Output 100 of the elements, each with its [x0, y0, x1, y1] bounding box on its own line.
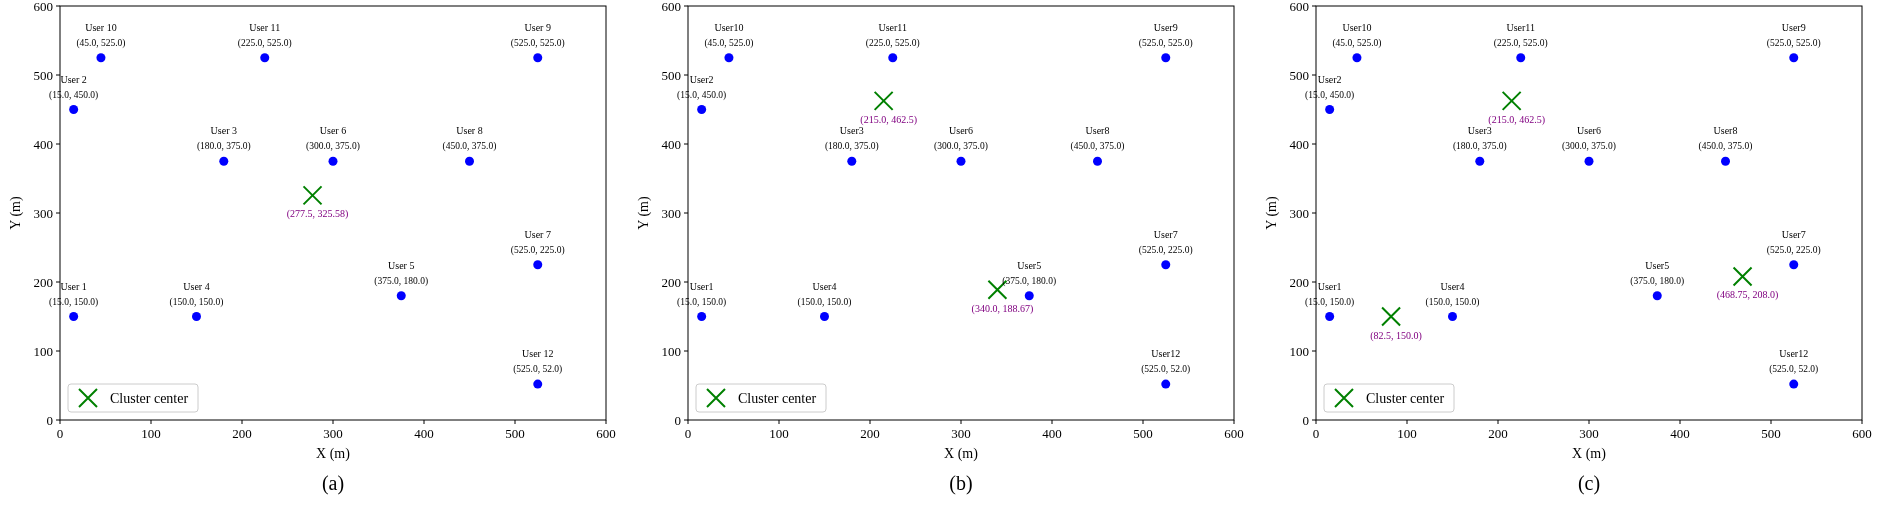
annotation: User12: [1779, 348, 1809, 360]
x-tick-label: 600: [596, 426, 616, 441]
annotation: User2: [1317, 73, 1342, 85]
point: [873, 90, 894, 111]
annotation: (45.0, 525.0): [704, 37, 754, 49]
y-tick-label: 100: [661, 343, 681, 359]
x-tick-label: 300: [1579, 426, 1599, 441]
legend-label: Cluster center: [110, 391, 189, 406]
y-axis-title: Y (m): [8, 196, 24, 230]
y-tick-label: 400: [661, 136, 681, 152]
y-tick-label: 500: [33, 67, 53, 83]
point: [328, 156, 338, 166]
x-tick-label: 100: [141, 426, 161, 441]
annotation: (45.0, 525.0): [76, 37, 126, 49]
annotation: (215.0, 462.5): [1488, 113, 1545, 126]
y-tick-label: 600: [33, 0, 53, 14]
x-tick-label: 400: [414, 426, 434, 441]
y-tick-label: 200: [33, 274, 53, 290]
text: (c): [1577, 472, 1601, 495]
x-tick-label: 500: [505, 426, 525, 441]
point: [888, 53, 898, 63]
point: [1161, 260, 1171, 270]
annotation: User4: [812, 280, 837, 292]
point: [1161, 379, 1171, 389]
x-tick-label: 500: [1761, 426, 1781, 441]
annotation: (300.0, 375.0): [934, 141, 988, 153]
y-axis-title: Y (m): [636, 196, 652, 230]
annotation: (375.0, 180.0): [1630, 275, 1685, 287]
annotation: (225.0, 525.0): [237, 37, 292, 49]
point: [1732, 266, 1753, 287]
y-tick-label: 400: [33, 136, 53, 152]
annotation: (15.0, 150.0): [1305, 296, 1355, 308]
x-tick-label: 100: [1397, 426, 1417, 441]
annotation: User8: [1085, 125, 1110, 137]
annotation: User 2: [60, 73, 87, 85]
point: [302, 185, 323, 206]
annotation: (150.0, 150.0): [1425, 296, 1480, 308]
y-tick-label: 100: [1289, 343, 1309, 359]
annotation: User2: [689, 73, 714, 85]
point: [1789, 53, 1799, 63]
annotation: User6: [1577, 125, 1601, 137]
annotation: (45.0, 525.0): [1332, 37, 1382, 49]
annotation: User 5: [388, 259, 415, 271]
y-tick-label: 200: [661, 274, 681, 290]
annotation: (468.75, 208.0): [1716, 289, 1779, 302]
point: [1352, 53, 1362, 63]
annotation: (180.0, 375.0): [196, 141, 251, 153]
annotation: (525.0, 525.0): [1766, 37, 1821, 49]
y-axis-title: Y (m): [1264, 196, 1280, 230]
legend-label: Cluster center: [738, 391, 817, 406]
annotation: (450.0, 375.0): [442, 141, 497, 153]
annotation: User 1: [60, 280, 87, 292]
point: [956, 156, 966, 166]
point: [533, 379, 543, 389]
x-tick-label: 500: [1133, 426, 1153, 441]
annotation: (15.0, 450.0): [677, 89, 727, 101]
point: [847, 156, 857, 166]
x-tick-label: 300: [951, 426, 971, 441]
y-tick-label: 300: [661, 205, 681, 221]
x-tick-label: 200: [232, 426, 252, 441]
text: (b): [949, 472, 973, 495]
annotation: (82.5, 150.0): [1370, 329, 1422, 342]
point: [1325, 105, 1335, 114]
point: [1024, 291, 1034, 301]
x-tick-label: 200: [1488, 426, 1508, 441]
point: [533, 260, 543, 270]
y-tick-label: 0: [674, 412, 681, 428]
x-tick-label: 300: [323, 426, 343, 441]
point: [724, 53, 734, 63]
x-tick-label: 0: [56, 426, 64, 441]
x-tick-label: 400: [1042, 426, 1062, 441]
annotation: User 8: [456, 125, 483, 137]
annotation: (525.0, 225.0): [1138, 244, 1193, 256]
annotation: (525.0, 52.0): [1769, 364, 1819, 376]
annotation: User1: [1317, 280, 1342, 292]
annotation: User7: [1781, 228, 1806, 240]
annotation: (340.0, 188.67): [971, 302, 1034, 315]
annotation: (225.0, 525.0): [1493, 37, 1548, 49]
annotation: User4: [1440, 280, 1465, 292]
annotation: User9: [1153, 21, 1178, 33]
annotation: (277.5, 325.58): [286, 208, 349, 221]
point: [1652, 291, 1662, 301]
point: [96, 53, 106, 63]
annotation: (525.0, 52.0): [1141, 364, 1191, 376]
point: [1448, 312, 1457, 321]
annotation: User10: [1342, 21, 1372, 33]
annotation: User 11: [249, 21, 281, 33]
point: [396, 291, 406, 301]
point: [1789, 260, 1799, 270]
y-tick-label: 0: [1302, 412, 1309, 428]
y-tick-label: 500: [661, 67, 681, 83]
y-tick-label: 500: [1289, 67, 1309, 83]
annotation: (150.0, 150.0): [169, 296, 224, 308]
annotation: (375.0, 180.0): [1002, 275, 1057, 287]
annotation: (150.0, 150.0): [797, 296, 852, 308]
point: [1789, 379, 1799, 389]
annotation: User1: [689, 280, 714, 292]
x-tick-label: 0: [1312, 426, 1320, 441]
annotation: User 9: [524, 21, 551, 33]
annotation: (180.0, 375.0): [1452, 141, 1507, 153]
